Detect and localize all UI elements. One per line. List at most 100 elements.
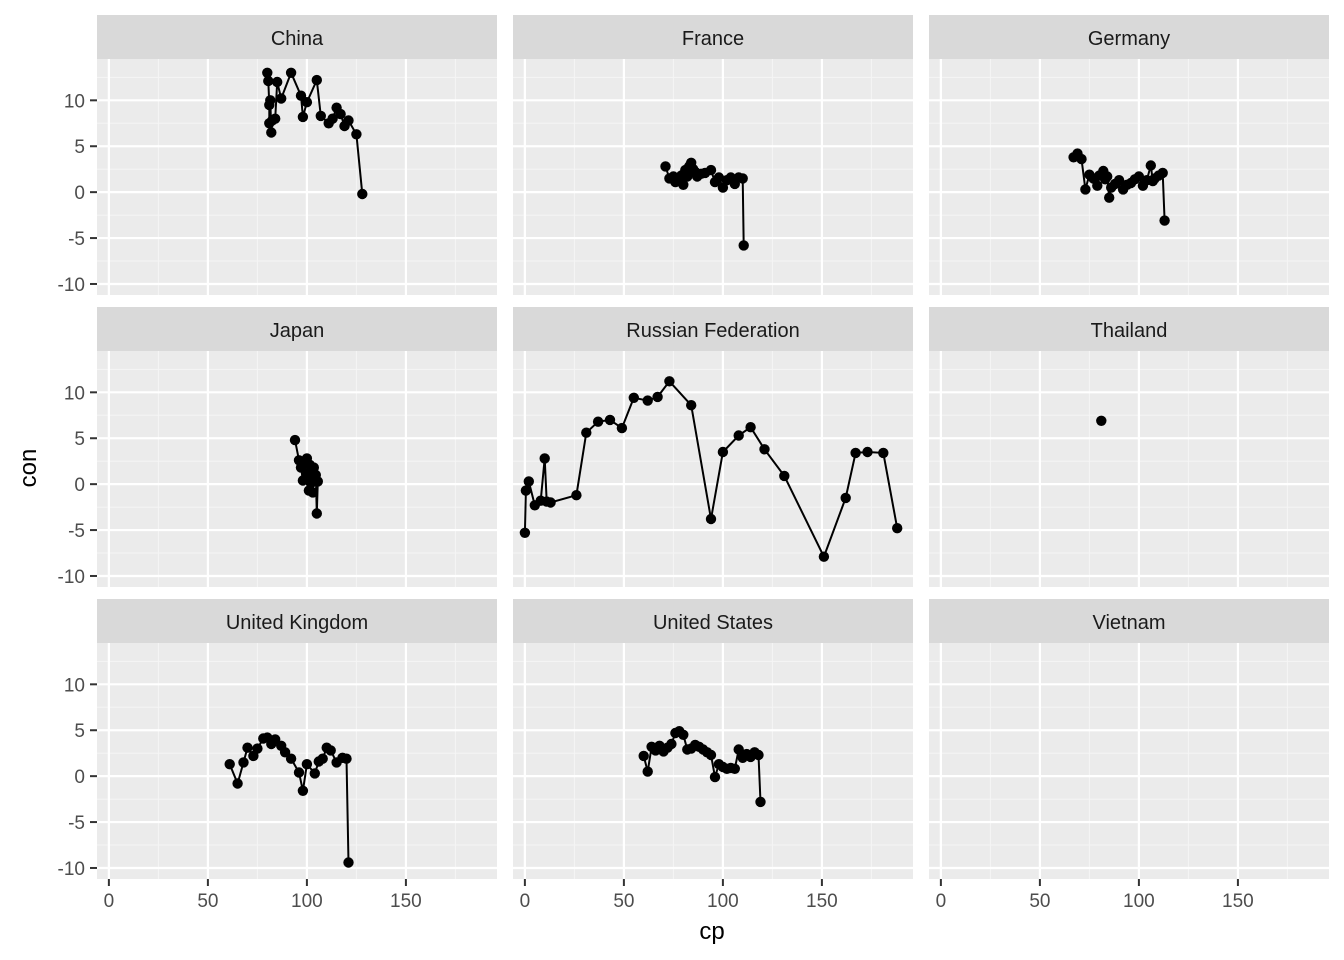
facet-label: Thailand [1091, 320, 1168, 342]
data-point [1113, 175, 1125, 186]
x-tick-label: 150 [390, 891, 422, 912]
data-point [270, 113, 281, 124]
data-point [351, 129, 362, 140]
data-point [263, 75, 274, 87]
x-tick-label: 100 [707, 891, 739, 912]
x-tick-label: 50 [613, 891, 634, 912]
data-point [713, 172, 725, 183]
data-point [545, 497, 556, 508]
facet-strip [929, 15, 1329, 59]
facet-strip [513, 599, 913, 643]
data-point [1092, 180, 1103, 191]
data-point [224, 759, 235, 770]
data-point [272, 76, 283, 88]
data-point [628, 392, 639, 403]
data-point [1159, 215, 1170, 226]
data-point [850, 447, 861, 459]
x-tick-label: 0 [104, 891, 115, 912]
facet-strip [513, 307, 913, 351]
data-point [1157, 167, 1168, 179]
data-point [293, 767, 305, 778]
data-point [1145, 160, 1157, 171]
facet-panel: Thailand [929, 307, 1329, 587]
x-tick-label: 50 [1029, 891, 1050, 912]
y-tick-label: 0 [74, 475, 85, 496]
facet-label: China [271, 28, 324, 50]
data-point [862, 446, 873, 458]
panel-background [929, 643, 1329, 879]
data-point [285, 67, 297, 79]
data-point [335, 108, 346, 120]
data-point [1104, 192, 1115, 203]
y-tick-label: 10 [64, 383, 85, 404]
facet-label: United Kingdom [226, 612, 368, 634]
data-point [892, 523, 903, 534]
data-point [737, 173, 748, 184]
data-point [1133, 171, 1145, 182]
y-tick-label: 5 [74, 137, 85, 158]
data-point [285, 753, 297, 764]
facet-strip [97, 15, 497, 59]
data-point [315, 110, 326, 122]
y-tick-label: 0 [74, 767, 85, 788]
data-point [678, 179, 689, 190]
data-point [265, 95, 276, 106]
data-point [539, 453, 550, 464]
facet-strip [929, 307, 1329, 351]
data-point [840, 492, 851, 504]
facet-label: Vietnam [1092, 612, 1165, 634]
data-point [307, 487, 318, 498]
data-point [759, 444, 770, 455]
facet-panel: Germany [929, 15, 1329, 295]
data-point [252, 743, 263, 754]
facet-panel: China [97, 15, 497, 295]
data-point [709, 771, 721, 783]
x-tick-label: 100 [1123, 891, 1155, 912]
data-point [289, 434, 301, 446]
data-point [571, 490, 582, 501]
x-tick-label: 150 [1222, 891, 1254, 912]
x-tick-label: 0 [520, 891, 531, 912]
data-point [733, 430, 744, 441]
y-axis-label: con [15, 449, 42, 488]
data-point [327, 113, 338, 124]
data-point [297, 111, 309, 123]
y-tick-label: -5 [68, 229, 85, 250]
data-point [311, 74, 322, 86]
data-point [753, 749, 764, 761]
data-point [779, 470, 790, 482]
data-point [705, 164, 717, 176]
data-point [878, 447, 889, 459]
data-point [666, 738, 677, 750]
data-point [262, 67, 273, 79]
data-point [238, 757, 249, 768]
data-point [523, 476, 534, 487]
data-point [616, 422, 628, 434]
data-point [343, 115, 354, 126]
data-point [682, 171, 693, 182]
y-tick-label: 5 [74, 429, 85, 450]
facet-panel: Japan [97, 307, 497, 587]
facet-label: Russian Federation [626, 320, 799, 342]
data-point [733, 744, 744, 755]
y-tick-label: -10 [58, 859, 85, 880]
data-point [311, 508, 322, 519]
facet-panel: Russian Federation [513, 307, 913, 587]
data-point [642, 766, 653, 777]
data-point [604, 414, 616, 426]
data-point [301, 759, 313, 770]
facet-strip [929, 599, 1329, 643]
y-tick-label: -10 [58, 567, 85, 588]
facet-label: United States [653, 612, 773, 634]
panel-background [929, 59, 1329, 295]
data-point [297, 785, 309, 796]
data-point [660, 161, 671, 172]
y-tick-label: 10 [64, 91, 85, 112]
y-tick-label: 10 [64, 675, 85, 696]
x-tick-label: 100 [291, 891, 323, 912]
data-point [745, 422, 756, 433]
data-point [705, 513, 717, 525]
data-point [325, 745, 336, 756]
